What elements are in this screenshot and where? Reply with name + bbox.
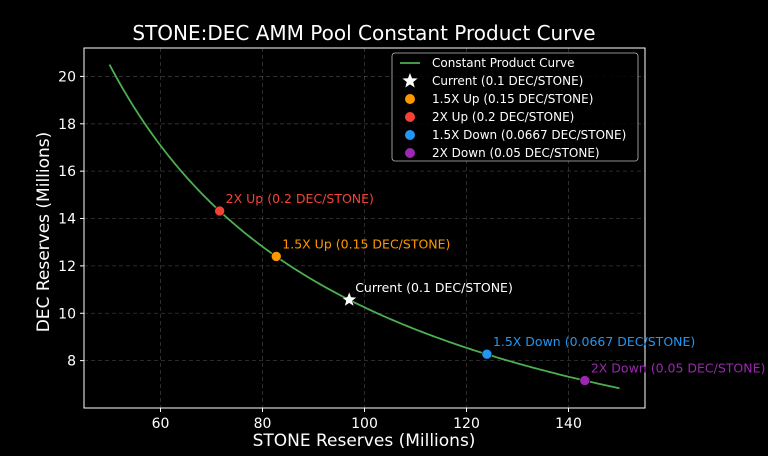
y-tick-label: 16 [58, 164, 76, 180]
legend-point-swatch [405, 112, 415, 122]
point-marker [579, 375, 591, 386]
point-annotation: 2X Down (0.05 DEC/STONE) [591, 361, 766, 376]
point-annotation: 1.5X Down (0.0667 DEC/STONE) [493, 334, 695, 349]
point-annotation: 1.5X Up (0.15 DEC/STONE) [282, 236, 450, 251]
y-tick-label: 18 [58, 117, 76, 133]
legend-point-swatch [405, 94, 415, 104]
legend-box [391, 52, 639, 162]
x-axis-title: STONE Reserves (Millions) [253, 431, 476, 451]
legend-point-label: 1.5X Down (0.0667 DEC/STONE) [432, 128, 626, 142]
point-marker [481, 348, 493, 360]
legend-curve-label: Constant Product Curve [432, 56, 575, 70]
x-tick-label: 120 [453, 416, 480, 432]
y-tick-label: 14 [58, 212, 76, 228]
point-annotation: 2X Up (0.2 DEC/STONE) [226, 191, 374, 206]
annotations: Current (0.1 DEC/STONE) 1.5X Up (0.15 DEC… [226, 191, 766, 376]
point-marker [270, 251, 282, 262]
point-marker-star [340, 291, 358, 307]
x-tick-label: 80 [254, 416, 272, 432]
legend-point-label: 1.5X Up (0.15 DEC/STONE) [432, 92, 593, 106]
y-tick-label: 20 [58, 69, 76, 85]
legend-point-label: 2X Up (0.2 DEC/STONE) [432, 110, 574, 124]
y-tick-label: 12 [58, 259, 76, 275]
legend-point-swatch [405, 148, 415, 158]
series-layer [108, 64, 620, 390]
legend-point-label: Current (0.1 DEC/STONE) [432, 74, 583, 88]
y-axis-title: DEC Reserves (Millions) [34, 132, 54, 333]
point-annotation: Current (0.1 DEC/STONE) [355, 280, 513, 295]
axes: 60 80 100 120 140 8 10 12 14 16 18 20 [58, 47, 646, 432]
legend-star-swatch [402, 73, 418, 88]
constant-product-curve [108, 64, 620, 390]
x-tick-label: 140 [555, 416, 582, 432]
y-tick-label: 10 [58, 306, 76, 322]
legend-point-label: 2X Down (0.05 DEC/STONE) [432, 146, 600, 160]
chart-title: STONE:DEC AMM Pool Constant Product Curv… [132, 21, 595, 45]
point-marker [214, 205, 225, 217]
legend-point-swatch [405, 130, 415, 140]
x-tick-label: 100 [351, 416, 378, 432]
x-tick-label: 60 [152, 416, 170, 432]
legend: Constant Product Curve Current (0.1 DEC/S… [391, 52, 639, 162]
y-tick-label: 8 [67, 354, 76, 370]
